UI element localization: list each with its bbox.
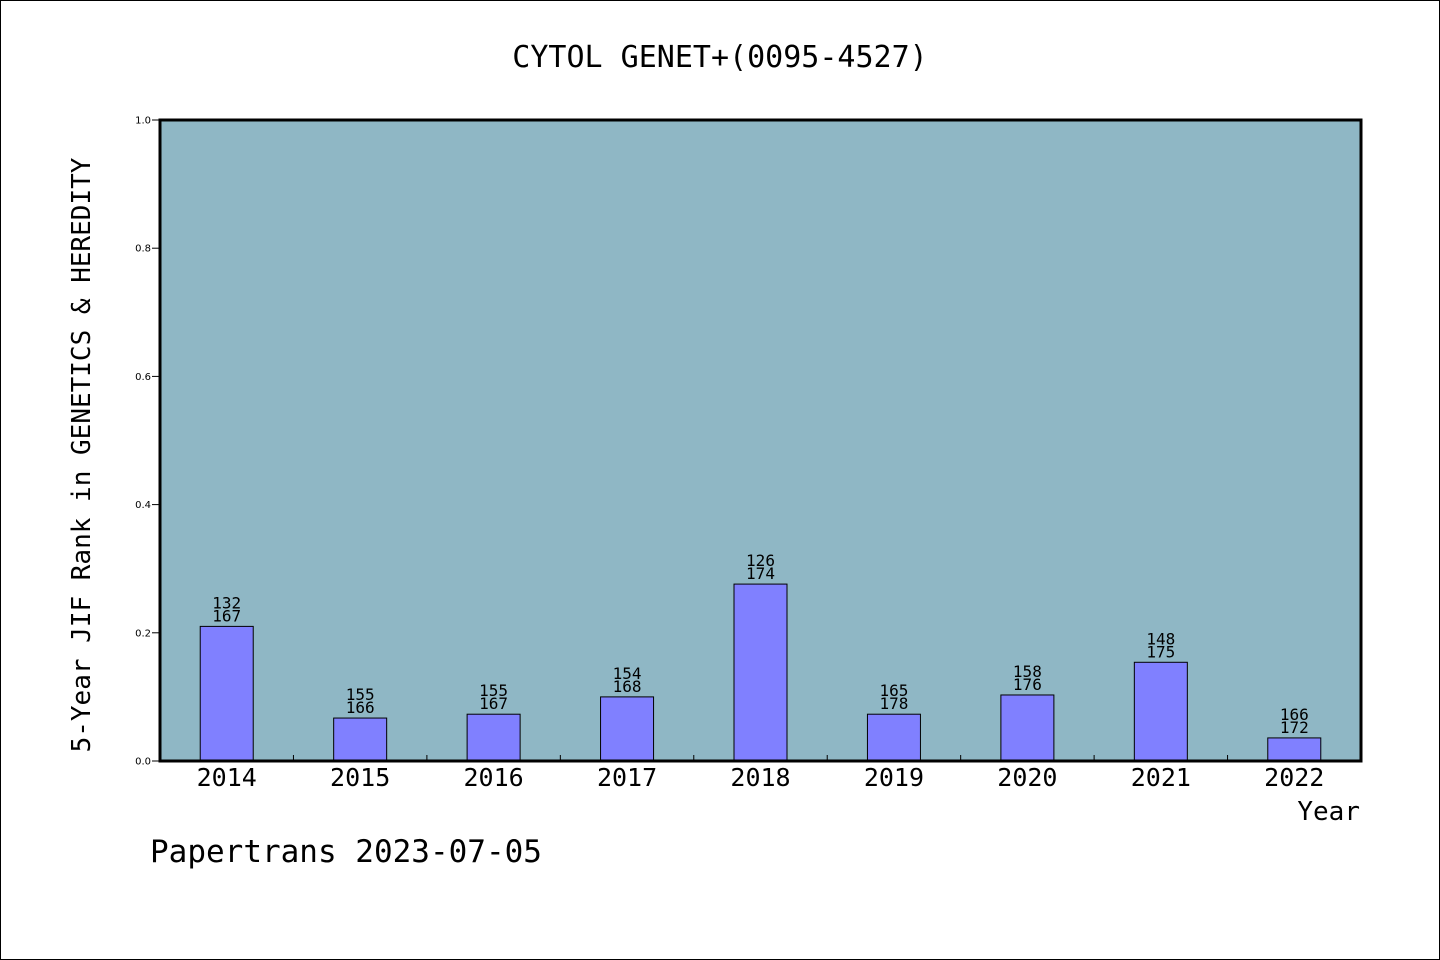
bar-label-total-2016: 167 (479, 694, 508, 713)
footer-credit: Papertrans 2023-07-05 (150, 834, 542, 870)
bar-label-rank-2018: 126 (746, 551, 775, 570)
y-tick-label: 0.0 (135, 757, 151, 768)
y-tick-label: 0.8 (135, 244, 151, 255)
bar-label-rank-2014: 132 (212, 593, 241, 612)
x-tick-label-2016: 2016 (464, 763, 524, 792)
bar-label-rank-2015: 155 (346, 685, 375, 704)
y-axis-label: 5-Year JIF Rank in GENETICS & HEREDITY (67, 157, 97, 752)
bar-label-total-2019: 178 (879, 694, 908, 713)
chart-title: CYTOL GENET+(0095-4527) (512, 40, 927, 75)
bar-2019 (866, 713, 921, 762)
bar-label-total-2015: 166 (346, 698, 375, 717)
bar-2021 (1133, 661, 1188, 762)
x-tick-label-2017: 2017 (597, 763, 657, 792)
bar-label-total-2022: 172 (1280, 718, 1309, 737)
bar-2015 (333, 717, 388, 762)
bar-2018 (733, 583, 788, 762)
x-axis-label: Year (1297, 797, 1360, 827)
bar-label-total-2017: 168 (613, 677, 642, 696)
x-tick-label-2014: 2014 (197, 763, 257, 792)
bars-layer (199, 583, 1322, 762)
bar-2020 (1000, 694, 1055, 762)
bar-label-total-2020: 176 (1013, 675, 1042, 694)
plot-border (158, 118, 1363, 763)
x-tick-label-2018: 2018 (730, 763, 790, 792)
bar-label-rank-2019: 165 (879, 681, 908, 700)
x-tick-label-2021: 2021 (1131, 763, 1191, 792)
data-labels-layer: 1321671551661551671541681261741651781581… (212, 551, 1308, 737)
bar-label-total-2014: 167 (212, 606, 241, 625)
y-axis: 0.0 0.2 0.4 0.6 0.8 1.0 (135, 116, 160, 768)
x-tick-label-2015: 2015 (330, 763, 390, 792)
y-tick-label: 0.4 (135, 500, 151, 511)
bar-2014 (199, 625, 254, 762)
bar-2017 (600, 696, 655, 762)
bar-label-total-2018: 174 (746, 564, 775, 583)
bar-2016 (466, 713, 521, 762)
bar-label-rank-2021: 148 (1146, 629, 1175, 648)
bar-label-rank-2016: 155 (479, 681, 508, 700)
x-tick-label-2022: 2022 (1264, 763, 1324, 792)
x-axis: 2014 2015 2016 2017 2018 2019 2020 2021 2022 (197, 755, 1324, 792)
y-tick-label: 0.6 (135, 372, 151, 383)
x-tick-label-2020: 2020 (997, 763, 1057, 792)
bar-label-total-2021: 175 (1146, 642, 1175, 661)
x-tick-label-2019: 2019 (864, 763, 924, 792)
bar-label-rank-2022: 166 (1280, 705, 1309, 724)
bar-label-rank-2017: 154 (613, 664, 642, 683)
y-tick-label: 1.0 (135, 116, 151, 127)
y-tick-label: 0.2 (135, 628, 151, 639)
bar-label-rank-2020: 158 (1013, 662, 1042, 681)
bar-2022 (1267, 737, 1322, 762)
